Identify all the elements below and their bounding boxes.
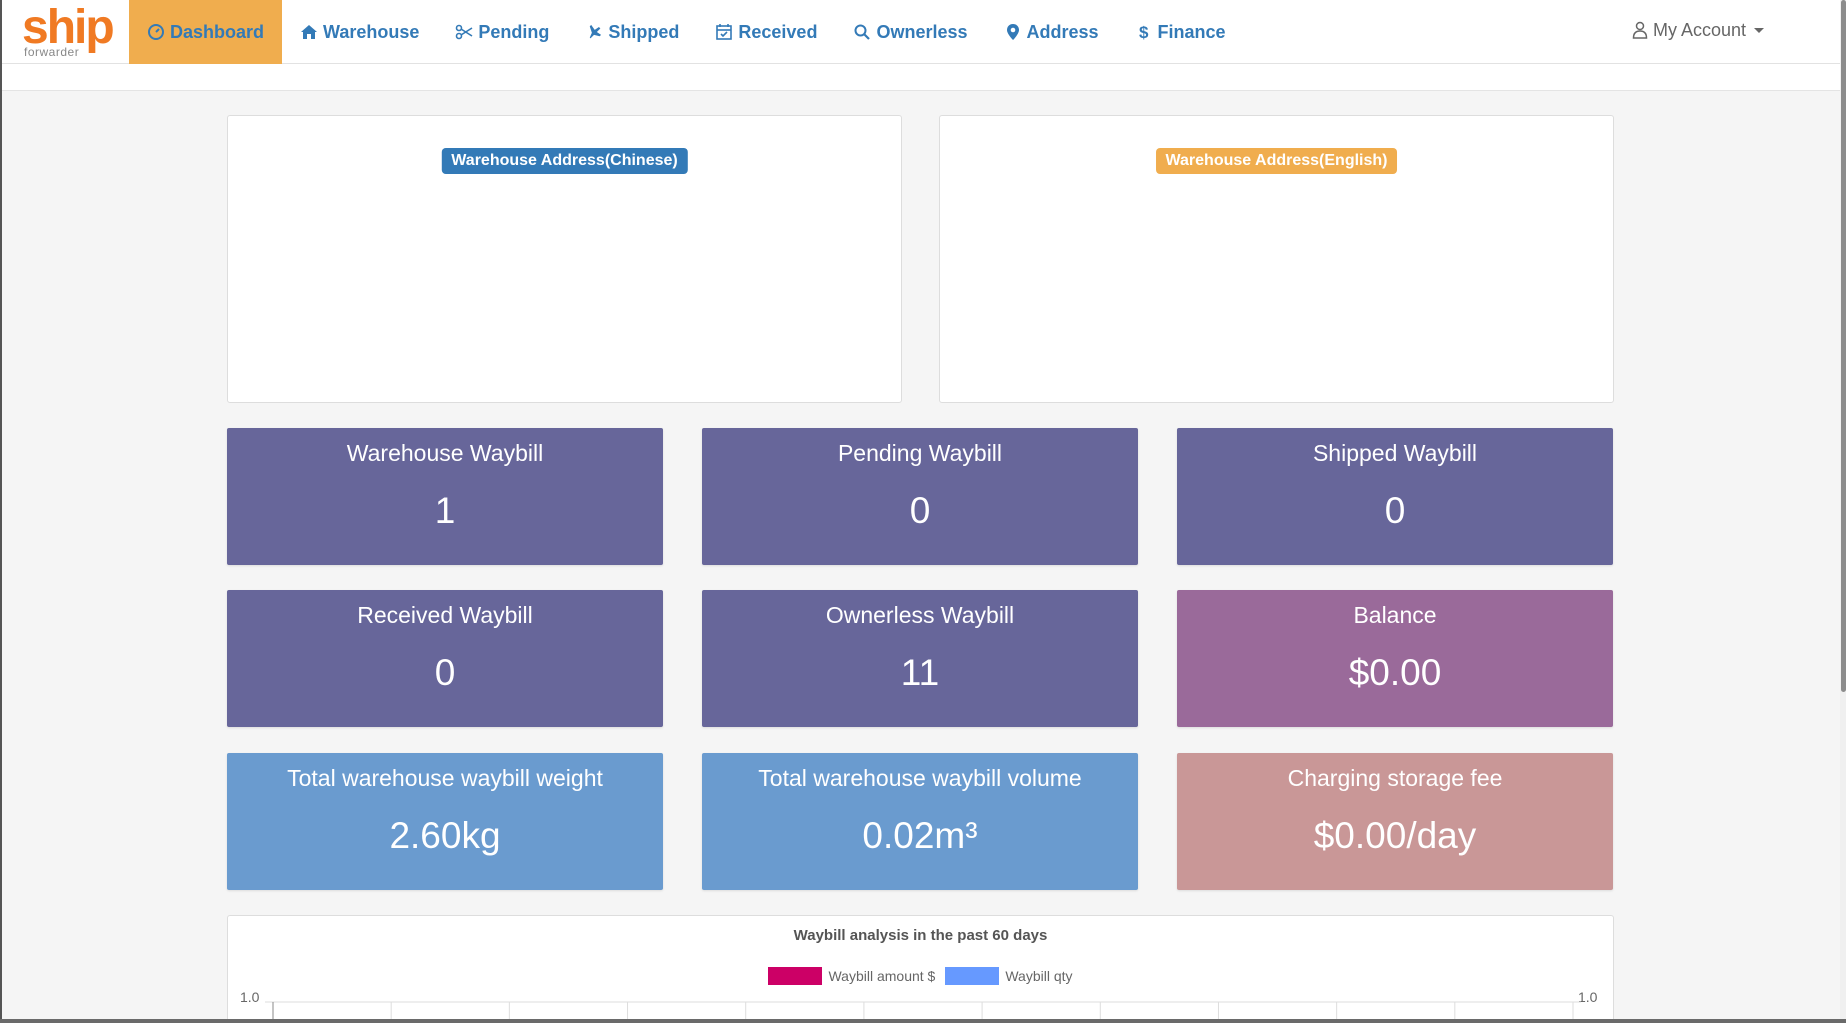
chart-legend: Waybill amount $ Waybill qty [228,967,1613,985]
scrollbar-thumb[interactable] [1841,0,1846,692]
sub-navbar [2,64,1840,91]
warehouse-address-english-label: Warehouse Address(English) [1155,148,1398,174]
plane-icon [590,24,602,39]
nav-dashboard-label: Dashboard [170,21,265,42]
top-navbar: ship forwarder Dashboard Warehouse Pendi… [2,0,1840,64]
chart-plot-area: 1.0 1.0 [240,989,1598,1020]
svg-text:$: $ [1139,23,1149,41]
nav-address-label: Address [1026,21,1099,42]
chart-grid [265,1001,1581,1020]
tile-value: 0 [1384,490,1406,531]
brand-logo[interactable]: ship forwarder [20,4,120,60]
nav-address[interactable]: Address [986,0,1117,64]
tile-value: $0.00/day [1313,815,1477,856]
nav-ownerless[interactable]: Ownerless [835,0,985,64]
dashboard-icon [148,24,164,40]
logo-subtitle: forwarder [24,45,80,59]
total-weight-tile: Total warehouse waybill weight 2.60kg [227,753,663,890]
ownerless-waybill-tile[interactable]: Ownerless Waybill 11 [702,590,1138,727]
pending-waybill-tile[interactable]: Pending Waybill 0 [702,428,1138,565]
nav-pending-label: Pending [478,21,550,42]
scissors-icon [456,24,473,40]
y-axis-right-tick: 1.0 [1578,989,1598,1005]
storage-fee-tile: Charging storage fee $0.00/day [1177,753,1613,890]
main-nav: Dashboard Warehouse Pending Shipped Rece… [129,0,1244,64]
tile-value: 1 [434,490,456,531]
nav-warehouse-label: Warehouse [323,21,420,42]
received-waybill-tile[interactable]: Received Waybill 0 [227,590,663,727]
nav-finance[interactable]: $ Finance [1117,0,1244,64]
chart-title: Waybill analysis in the past 60 days [793,927,1048,944]
warehouse-address-english-card: Warehouse Address(English) [939,115,1614,403]
nav-shipped[interactable]: Shipped [567,0,697,64]
tile-value: 11 [900,652,940,693]
tile-value: 0.02m³ [862,815,978,856]
total-volume-tile: Total warehouse waybill volume 0.02m³ [702,753,1138,890]
tile-value: $0.00 [1348,652,1442,693]
nav-ownerless-label: Ownerless [876,21,968,42]
user-icon [1632,21,1648,39]
tile-title: Pending Waybill [837,440,1003,466]
nav-received-label: Received [738,21,818,42]
tile-title: Balance [1353,602,1437,628]
calendar-check-icon [716,24,733,40]
nav-received[interactable]: Received [697,0,835,64]
legend-label-qty: Waybill qty [1005,968,1073,984]
shipped-waybill-tile[interactable]: Shipped Waybill 0 [1177,428,1613,565]
search-icon [854,24,871,40]
legend-swatch-amount [768,967,823,985]
logo-word: ship [22,1,115,54]
tile-title: Received Waybill [357,602,533,628]
nav-finance-label: Finance [1157,21,1226,42]
nav-pending[interactable]: Pending [437,0,567,64]
legend-item-qty[interactable]: Waybill qty [945,967,1073,985]
warehouse-waybill-tile[interactable]: Warehouse Waybill 1 [227,428,663,565]
caret-down-icon [1754,27,1765,33]
balance-tile[interactable]: Balance $0.00 [1177,590,1613,727]
dollar-icon: $ [1139,23,1149,41]
tile-title: Ownerless Waybill [825,602,1015,628]
warehouse-address-chinese-label: Warehouse Address(Chinese) [441,148,688,174]
legend-swatch-qty [945,967,1000,985]
my-account-label: My Account [1653,19,1747,40]
tile-title: Total warehouse waybill weight [287,765,603,791]
tile-title: Charging storage fee [1287,765,1503,791]
tile-title: Warehouse Waybill [346,440,544,466]
my-account-dropdown[interactable]: My Account [1632,0,1765,60]
nav-dashboard[interactable]: Dashboard [129,0,283,64]
nav-shipped-label: Shipped [608,21,680,42]
waybill-analysis-chart: Waybill analysis in the past 60 days Way… [227,915,1614,1023]
window-bottom-edge [0,1019,1846,1023]
nav-warehouse[interactable]: Warehouse [282,0,437,64]
tile-value: 0 [434,652,456,693]
tile-value: 0 [909,490,931,531]
tile-value: 2.60kg [389,815,501,856]
legend-label-amount: Waybill amount $ [828,968,936,984]
home-icon [301,25,318,39]
map-marker-icon [1006,24,1019,40]
tile-title: Total warehouse waybill volume [758,765,1082,791]
legend-item-amount[interactable]: Waybill amount $ [768,967,935,985]
warehouse-address-chinese-card: Warehouse Address(Chinese) [227,115,902,403]
y-axis-left-tick: 1.0 [240,989,260,1005]
tile-title: Shipped Waybill [1312,440,1478,466]
